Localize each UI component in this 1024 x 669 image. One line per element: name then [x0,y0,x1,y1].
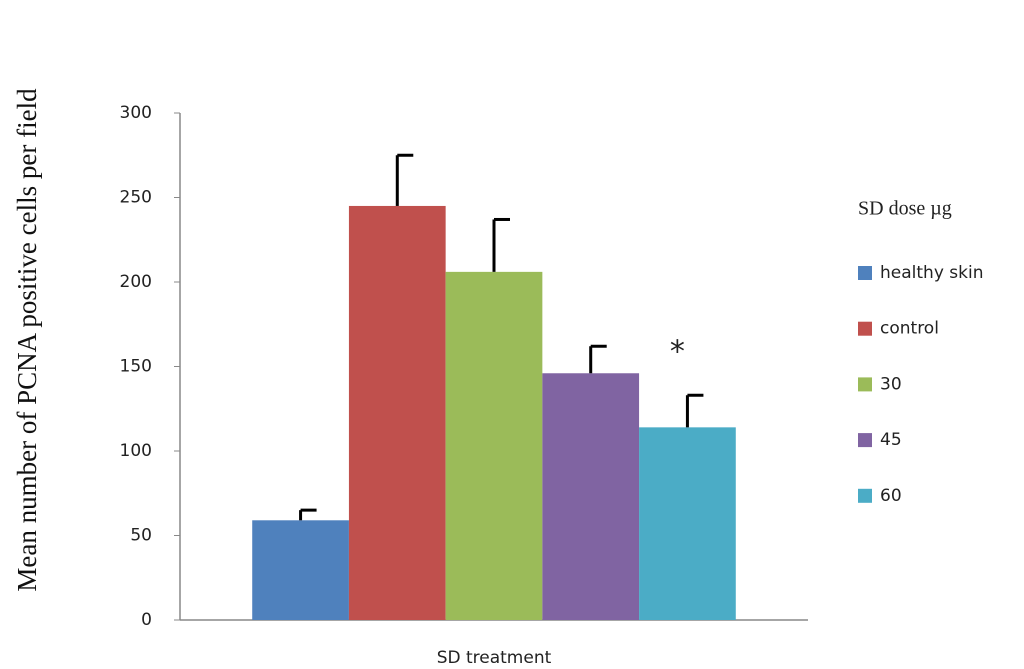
y-axis-label: Mean number of PCNA positive cells per f… [12,88,42,592]
legend-swatch [858,377,872,392]
y-tick-label: 250 [120,188,152,208]
legend-label: 45 [880,430,902,450]
legend-swatch [858,488,872,503]
legend-swatch [858,321,872,336]
y-tick-label: 150 [120,357,152,377]
y-tick-label: 0 [141,610,152,630]
legend-title: SD dose µg [858,198,952,220]
error-bar [685,393,704,428]
error-bar [299,508,317,521]
y-tick-label: 200 [120,272,152,292]
y-tick-label: 300 [120,103,152,123]
legend-label: 30 [880,374,902,394]
y-tick-label: 50 [130,526,152,546]
error-bar [589,344,607,374]
legend-swatch [858,266,872,280]
legend-label: 60 [880,486,902,506]
bar [639,427,736,620]
bar [542,373,640,620]
legend-label: healthy skin [880,263,983,283]
legend-swatch [858,433,872,448]
x-tick-label: SD treatment [437,648,552,668]
annotation: * [670,335,685,370]
bar [445,271,543,620]
error-bar [395,153,414,206]
y-tick-label: 100 [120,441,152,461]
legend-label: control [880,319,939,339]
bar [252,520,349,620]
error-bar [492,217,510,272]
bar [348,205,446,620]
